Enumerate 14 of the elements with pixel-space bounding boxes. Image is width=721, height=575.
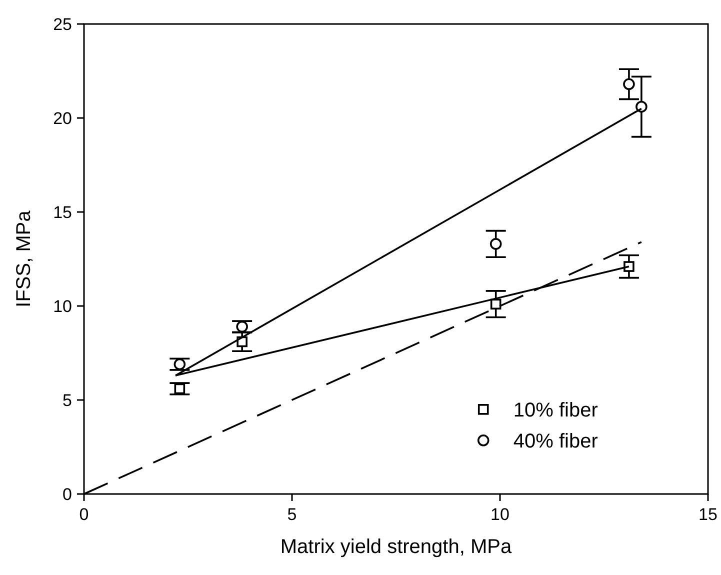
legend-label: 40% fiber: [513, 430, 598, 452]
y-tick-label: 10: [53, 297, 72, 316]
y-axis-title: IFSS, MPa: [13, 210, 35, 308]
x-axis-title: Matrix yield strength, MPa: [280, 536, 512, 558]
y-tick-label: 20: [53, 109, 72, 128]
legend-label: 10% fiber: [513, 399, 598, 422]
x-tick-label: 5: [287, 505, 297, 524]
x-tick-label: 15: [698, 505, 718, 524]
x-tick-label: 0: [79, 505, 89, 524]
y-tick-label: 0: [62, 485, 72, 504]
y-tick-label: 5: [62, 391, 72, 410]
y-tick-label: 15: [53, 203, 72, 222]
y-tick-label: 25: [53, 15, 72, 34]
x-tick-label: 10: [490, 505, 510, 524]
